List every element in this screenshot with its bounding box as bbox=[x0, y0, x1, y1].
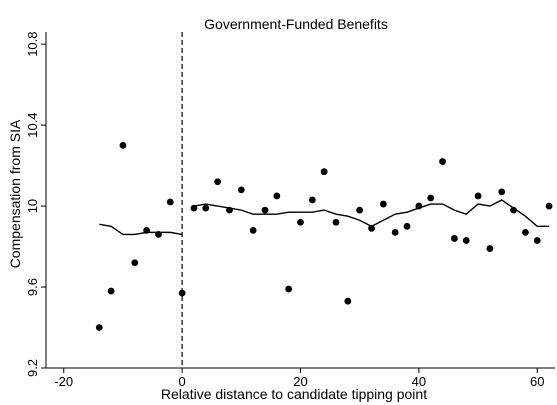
fit-line bbox=[99, 223, 183, 236]
scatter-point bbox=[214, 178, 222, 186]
scatter-point bbox=[462, 237, 470, 244]
scatter-point bbox=[178, 289, 186, 297]
scatter-point bbox=[498, 188, 506, 196]
scatter-point bbox=[273, 192, 281, 200]
scatter-point bbox=[391, 228, 399, 236]
y-tick-label: 9.6 bbox=[25, 278, 40, 296]
axes: -20 0 20 40 60 9.2 9.6 10 10.4 10.8 bbox=[25, 31, 555, 389]
scatter-point bbox=[415, 202, 423, 210]
scatter-point bbox=[344, 297, 352, 305]
fit-line bbox=[193, 199, 550, 228]
scatter-point bbox=[249, 226, 257, 234]
scatter-point bbox=[522, 228, 529, 236]
scatter-point bbox=[356, 206, 364, 214]
scatter-point bbox=[261, 206, 269, 214]
scatter-point bbox=[202, 204, 210, 212]
scatter-point bbox=[474, 192, 482, 200]
plot-area bbox=[95, 32, 553, 368]
scatter-point bbox=[226, 206, 233, 214]
y-tick-label: 10.8 bbox=[25, 31, 40, 56]
scatter-point bbox=[143, 226, 151, 234]
x-tick-label: 60 bbox=[530, 374, 544, 389]
scatter-point bbox=[545, 202, 553, 210]
scatter-point bbox=[107, 287, 115, 295]
scatter-point bbox=[320, 168, 328, 176]
scatter-point bbox=[403, 222, 411, 230]
x-tick-label: 20 bbox=[293, 374, 307, 389]
scatter-point bbox=[510, 206, 517, 214]
scatter-point bbox=[368, 224, 375, 232]
chart-title: Government-Funded Benefits bbox=[204, 16, 388, 32]
y-tick-label: 10 bbox=[25, 199, 40, 213]
scatter-point bbox=[155, 231, 162, 238]
scatter-point bbox=[237, 186, 245, 194]
scatter-point bbox=[439, 158, 446, 165]
scatter-point bbox=[166, 198, 174, 206]
x-tick-label: 40 bbox=[412, 374, 426, 389]
scatter-point bbox=[427, 194, 435, 202]
x-tick-label: 0 bbox=[179, 374, 186, 389]
y-tick-label: 10.4 bbox=[25, 112, 40, 137]
scatter-point bbox=[486, 245, 494, 252]
scatter-point bbox=[379, 200, 387, 208]
scatter-point bbox=[131, 259, 139, 267]
y-axis-label: Compensation from SIA bbox=[7, 119, 23, 268]
x-axis-label: Relative distance to candidate tipping p… bbox=[161, 386, 427, 402]
scatter-point bbox=[285, 285, 293, 293]
scatter-point bbox=[533, 237, 541, 244]
scatter-point bbox=[95, 324, 103, 331]
scatter-point bbox=[450, 235, 458, 242]
scatter-point bbox=[190, 204, 198, 212]
y-tick-label: 9.2 bbox=[25, 359, 40, 377]
scatter-point bbox=[308, 196, 316, 204]
scatter-point bbox=[297, 218, 304, 226]
x-tick-label: -20 bbox=[54, 374, 73, 389]
scatter-point bbox=[119, 141, 127, 149]
scatter-point bbox=[332, 218, 340, 226]
